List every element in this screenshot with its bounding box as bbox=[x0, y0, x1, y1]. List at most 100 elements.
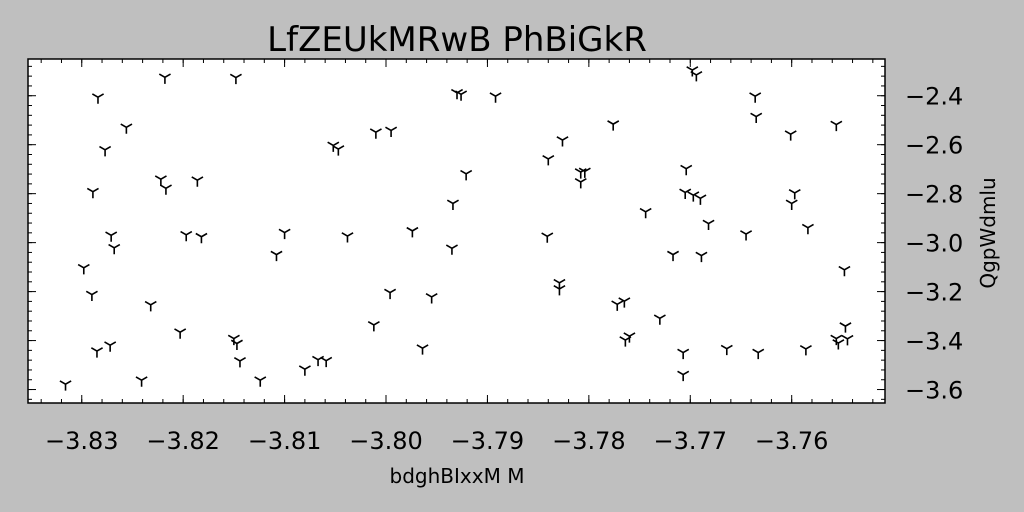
data-point bbox=[105, 231, 118, 242]
data-point bbox=[254, 376, 267, 387]
data-point bbox=[749, 92, 762, 103]
data-point bbox=[369, 128, 382, 139]
data-point bbox=[99, 145, 112, 157]
data-point bbox=[489, 92, 502, 103]
data-point bbox=[384, 288, 397, 300]
data-point bbox=[578, 167, 591, 178]
data-point bbox=[91, 93, 105, 104]
data-point bbox=[801, 223, 814, 235]
data-point bbox=[332, 145, 345, 156]
data-point bbox=[174, 328, 187, 339]
data-point bbox=[77, 263, 90, 275]
data-point bbox=[108, 243, 121, 255]
data-point bbox=[639, 207, 652, 219]
data-point bbox=[607, 120, 620, 131]
y-tick-label: −2.6 bbox=[905, 132, 963, 160]
data-point bbox=[446, 199, 459, 210]
data-point bbox=[553, 284, 566, 296]
data-point bbox=[278, 228, 291, 240]
data-point bbox=[556, 136, 569, 147]
data-point bbox=[788, 188, 801, 200]
data-point bbox=[367, 320, 380, 332]
x-tick-label: −3.79 bbox=[451, 427, 525, 455]
plot-frame bbox=[27, 58, 886, 404]
data-point bbox=[158, 73, 171, 84]
data-point bbox=[687, 191, 700, 202]
data-point bbox=[233, 356, 246, 368]
data-point bbox=[298, 365, 311, 376]
data-point bbox=[455, 90, 468, 101]
data-point bbox=[90, 347, 103, 358]
data-point bbox=[799, 344, 812, 356]
chart-title: LfZEUkMRwB PhBiGkR bbox=[267, 20, 647, 60]
data-point bbox=[425, 293, 438, 304]
data-point bbox=[623, 332, 636, 343]
y-tick-label: −3.4 bbox=[905, 328, 963, 356]
data-point bbox=[694, 194, 707, 205]
data-point bbox=[542, 154, 555, 166]
data-point bbox=[416, 344, 429, 355]
data-point bbox=[832, 339, 845, 350]
data-point bbox=[702, 219, 715, 231]
data-point bbox=[677, 348, 690, 360]
data-point bbox=[270, 250, 283, 262]
data-point bbox=[838, 265, 851, 277]
data-point bbox=[460, 169, 473, 181]
data-point bbox=[229, 73, 242, 85]
data-point bbox=[720, 344, 733, 356]
x-axis-label: bdghBIxxM M bbox=[390, 464, 525, 488]
data-point bbox=[191, 176, 204, 187]
data-point bbox=[618, 297, 631, 308]
x-tick-label: −3.80 bbox=[349, 427, 423, 455]
data-point bbox=[740, 230, 753, 241]
data-point bbox=[195, 232, 208, 244]
x-tick-label: −3.82 bbox=[146, 427, 220, 455]
data-point bbox=[677, 370, 690, 382]
data-point bbox=[445, 244, 458, 255]
data-point bbox=[679, 188, 692, 199]
y-axis-label: QgpWdmlu bbox=[976, 177, 1000, 288]
marker-layer bbox=[59, 66, 854, 391]
data-point bbox=[667, 250, 680, 262]
data-point bbox=[385, 126, 398, 137]
data-point bbox=[230, 339, 243, 351]
data-point bbox=[406, 226, 419, 238]
data-point bbox=[341, 232, 354, 243]
data-point bbox=[839, 322, 852, 333]
data-point bbox=[695, 251, 708, 263]
data-point bbox=[750, 112, 763, 124]
data-point bbox=[574, 177, 587, 189]
data-point bbox=[320, 356, 333, 368]
x-tick-label: −3.77 bbox=[653, 427, 727, 455]
data-point bbox=[784, 130, 797, 141]
data-point bbox=[611, 300, 624, 311]
data-point bbox=[752, 348, 765, 360]
data-point bbox=[830, 120, 843, 132]
data-point bbox=[86, 187, 99, 199]
y-tick-label: −2.4 bbox=[905, 83, 963, 111]
x-tick-label: −3.78 bbox=[552, 427, 626, 455]
data-point bbox=[680, 164, 693, 176]
data-point bbox=[135, 376, 148, 387]
x-tick-label: −3.76 bbox=[755, 427, 829, 455]
y-tick-label: −3.0 bbox=[905, 230, 963, 258]
data-point bbox=[85, 290, 98, 302]
data-point bbox=[785, 199, 798, 210]
y-tick-label: −3.6 bbox=[905, 377, 963, 405]
y-tick-label: −2.8 bbox=[905, 181, 963, 209]
tick-layer: −3.83 −3.82 −3.81 −3.80 −3.79 −3.78 −3.77 −3.76… bbox=[28, 59, 963, 455]
data-point bbox=[841, 334, 854, 346]
data-point bbox=[690, 70, 703, 82]
x-tick-label: −3.81 bbox=[248, 427, 322, 455]
data-point bbox=[159, 184, 172, 195]
data-point bbox=[180, 230, 193, 242]
data-point bbox=[144, 300, 157, 312]
data-point bbox=[59, 380, 72, 391]
data-point bbox=[104, 341, 117, 352]
y-tick-label: −3.2 bbox=[905, 279, 963, 307]
x-tick-label: −3.83 bbox=[45, 427, 119, 455]
data-point bbox=[541, 232, 554, 243]
data-point bbox=[120, 123, 133, 134]
data-point bbox=[653, 314, 666, 325]
